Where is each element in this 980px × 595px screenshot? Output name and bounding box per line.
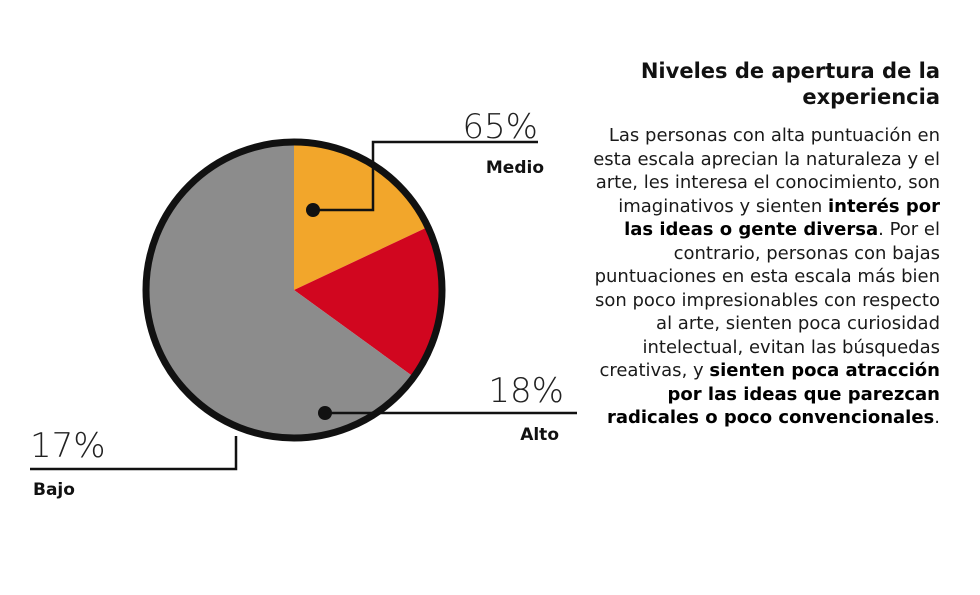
slice-value-label-bajo: 17% xyxy=(30,426,106,466)
description-text-2: . Por el contrario, personas con bajas p… xyxy=(594,219,940,381)
description-title: Niveles de apertura de la experiencia xyxy=(640,59,940,109)
description-text-3: . xyxy=(934,407,940,428)
slice-label-medio: Medio xyxy=(486,158,544,178)
description-text-1: Las personas con alta puntuación en esta… xyxy=(593,125,940,217)
description-highlight-2: sienten poca atracción por las ideas que… xyxy=(606,360,940,428)
pie-slice-bajo xyxy=(294,227,441,377)
pie-slice-alto xyxy=(294,143,428,290)
slice-label-bajo: Bajo xyxy=(33,480,75,500)
pie-outline xyxy=(142,138,446,442)
pie-slice-medio xyxy=(146,143,413,437)
slice-value-label-medio: 65% xyxy=(462,107,538,147)
pie-slices xyxy=(146,143,441,437)
description-body: Las personas con alta puntuación en esta… xyxy=(590,124,940,430)
pie-chart: 65% Medio 18% Alto 17% Bajo xyxy=(30,107,577,500)
leader-line-medio xyxy=(313,140,538,212)
slice-value-label-alto: 18% xyxy=(488,371,564,411)
description-highlight-1: interés por las ideas o gente diversa xyxy=(624,195,940,241)
leader-line-bajo xyxy=(30,436,238,471)
description-panel: Niveles de apertura de la experiencia La… xyxy=(590,58,940,430)
leader-dot-medio xyxy=(306,203,320,217)
slice-label-alto: Alto xyxy=(520,425,559,445)
leader-dot-alto xyxy=(318,406,332,420)
